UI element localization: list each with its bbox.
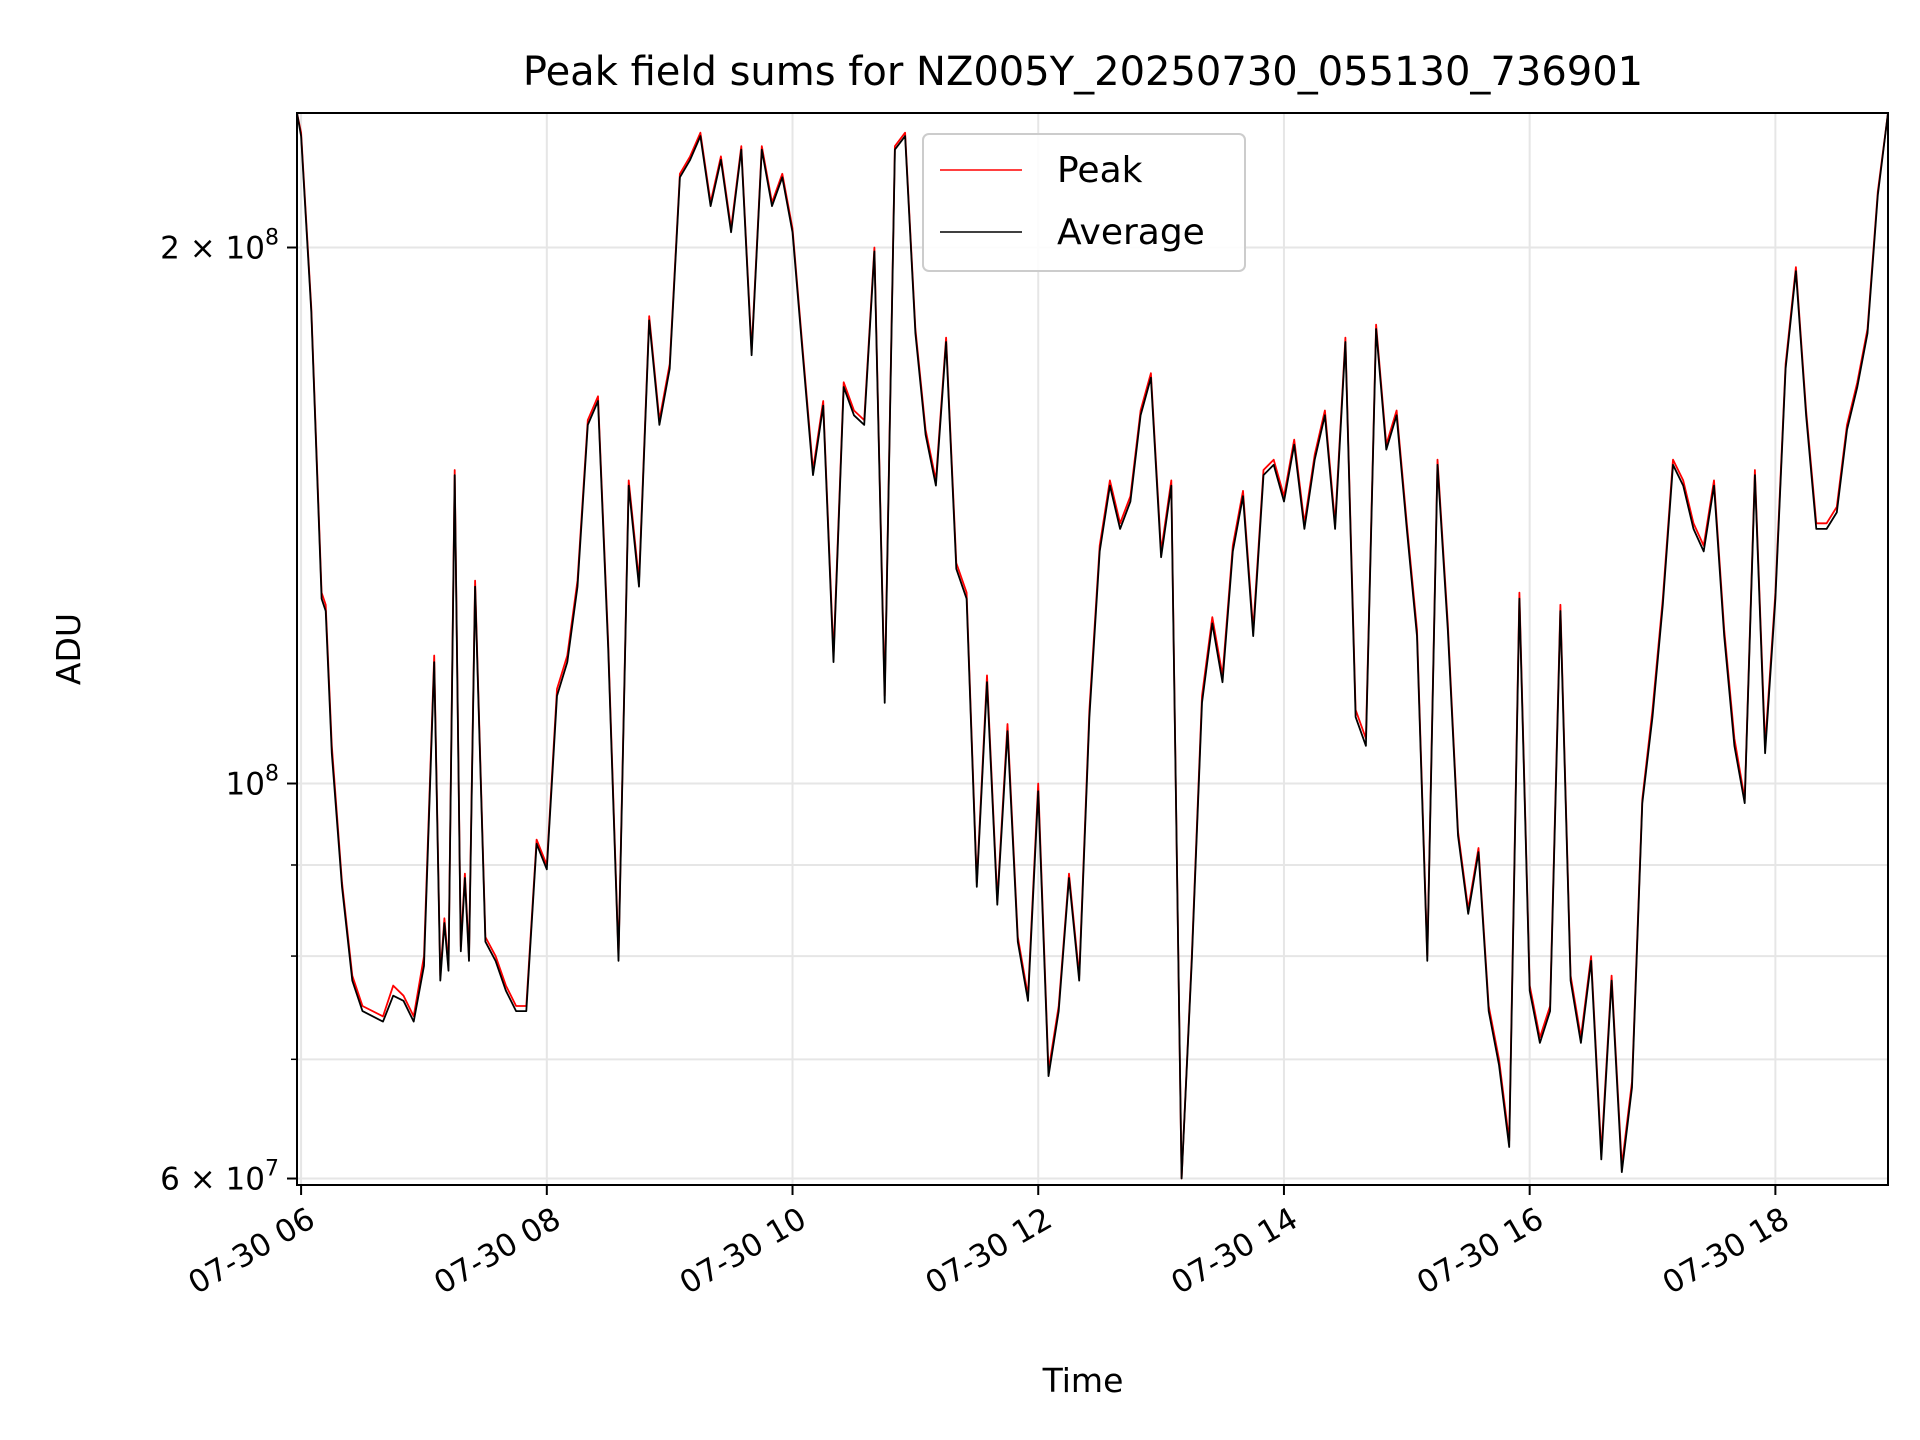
plot-frame [296,112,1889,1186]
legend-label-peak: Peak [1057,150,1143,191]
legend-label-average: Average [1057,212,1205,253]
y-tick-label: 6 × 107 [160,1157,279,1198]
y-tick-exponent: 7 [265,1157,279,1182]
series-group [296,112,1889,1180]
y-tick-base: 10 [226,767,265,803]
legend: Peak Average [922,133,1246,272]
y-axis-label: ADU [49,613,88,685]
y-tick-label: 2 × 108 [160,226,279,267]
y-tick-exponent: 8 [265,226,279,251]
y-tick-base: 6 × 10 [160,1162,265,1198]
series-line-average [296,112,1889,1180]
chart-title: Peak field sums for NZ005Y_20250730_0551… [523,49,1643,95]
legend-box [922,133,1246,272]
y-tick-label: 108 [226,762,279,803]
x-axis-label: Time [1042,1361,1124,1400]
y-tick-base: 2 × 10 [160,231,265,267]
y-tick-exponent: 8 [265,762,279,787]
